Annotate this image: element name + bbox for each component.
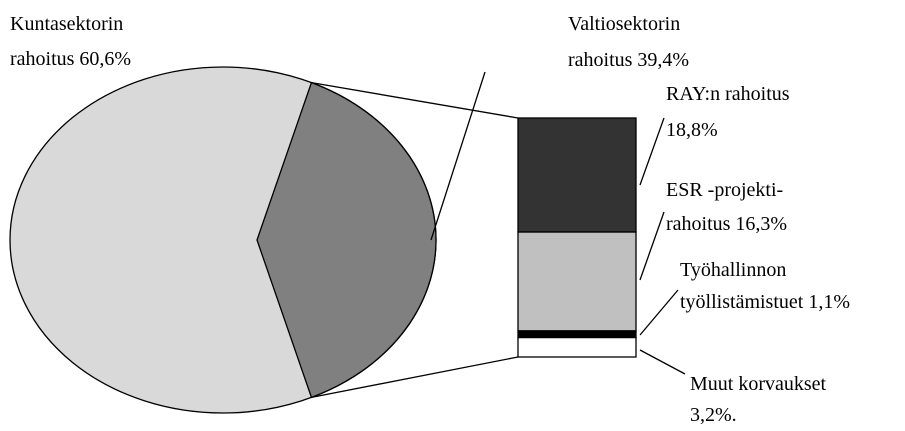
data-label: Valtiosektorin rahoitus 39,4% — [568, 13, 689, 71]
bar-segment — [517, 231, 637, 332]
label-line: 3,2%. — [690, 404, 737, 426]
bar-segment — [517, 330, 637, 339]
label-line: rahoitus 39,4% — [568, 49, 689, 71]
leader-line — [430, 71, 486, 241]
label-line: Työhallinnon — [680, 259, 786, 281]
connector — [311, 356, 519, 399]
connector — [311, 81, 519, 119]
leader-line — [639, 211, 665, 281]
label-line: Valtiosektorin — [568, 13, 680, 35]
leader-line — [639, 117, 665, 186]
data-label: ESR -projekti-rahoitus 16,3% — [666, 179, 787, 235]
label-line: 18,8% — [666, 119, 718, 141]
bar-segment — [517, 336, 637, 358]
leader-line — [639, 289, 679, 336]
leader-line — [639, 349, 686, 375]
data-label: RAY:n rahoitus 18,8% — [666, 83, 790, 141]
pie-slice — [256, 81, 437, 399]
bar-segment — [517, 117, 637, 233]
data-label: Kuntasektorin rahoitus 60,6% — [10, 13, 131, 70]
label-line: ESR -projekti- — [666, 179, 783, 201]
label-line: rahoitus 60,6% — [10, 48, 131, 70]
data-label: Muut korvaukset 3,2%. — [690, 373, 827, 426]
label-line: RAY:n rahoitus — [666, 83, 790, 105]
data-label: Työhallinnon työllistämistuet 1,1% — [680, 259, 850, 313]
label-line: Kuntasektorin — [10, 13, 123, 35]
label-line: Muut korvaukset — [690, 373, 827, 395]
label-line: rahoitus 16,3% — [666, 213, 787, 235]
label-line: työllistämistuet 1,1% — [680, 291, 850, 313]
